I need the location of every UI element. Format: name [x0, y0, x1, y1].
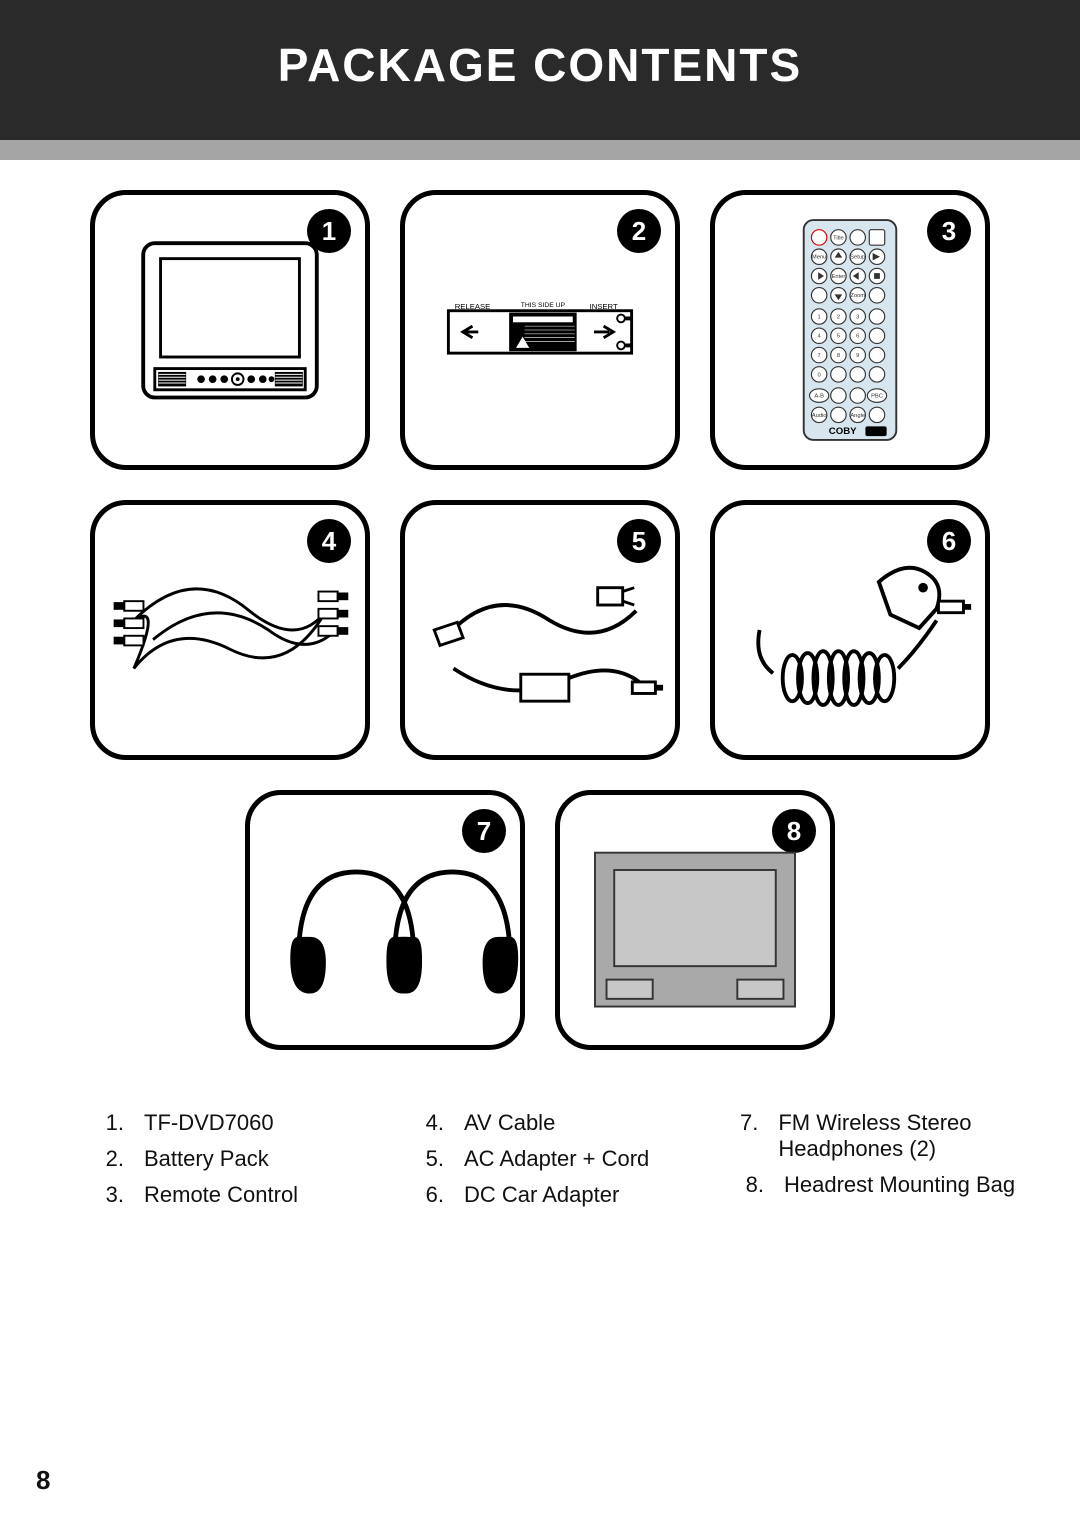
headphones-icon — [250, 795, 520, 1045]
svg-text:0: 0 — [818, 372, 821, 378]
battery-pack-icon: RELEASE INSERT THIS SIDE UP — [405, 195, 675, 465]
list-item: 4.AV Cable — [420, 1110, 700, 1136]
svg-text:Setup: Setup — [850, 255, 865, 261]
list-item: 3.Remote Control — [100, 1182, 380, 1208]
svg-text:6: 6 — [856, 334, 859, 340]
svg-text:INSERT: INSERT — [590, 302, 618, 311]
svg-text:2: 2 — [837, 314, 840, 320]
svg-text:8: 8 — [837, 353, 840, 359]
svg-text:Zoom: Zoom — [850, 293, 865, 299]
card-remote: 3 Title Menu Setup — [710, 190, 990, 470]
card-battery-pack: 2 RELEASE INSERT THIS SIDE UP — [400, 190, 680, 470]
svg-text:Enter: Enter — [832, 274, 846, 280]
card-av-cable: 4 — [90, 500, 370, 760]
svg-text:Angle: Angle — [850, 413, 865, 419]
page: PACKAGE CONTENTS 1 — [0, 0, 1080, 1532]
card-dvd-player: 1 — [90, 190, 370, 470]
dvd-player-icon — [95, 195, 365, 465]
mounting-bag-icon — [560, 795, 830, 1045]
card-grid: 1 — [60, 190, 1020, 1050]
list-item: 7.FM Wireless Stereo Headphones (2) — [740, 1110, 1020, 1162]
svg-text:PBC: PBC — [871, 394, 883, 400]
remote-icon: Title Menu Setup Enter — [715, 195, 985, 465]
svg-text:COBY: COBY — [829, 426, 857, 437]
card-ac-adapter: 5 — [400, 500, 680, 760]
svg-text:Audio: Audio — [812, 413, 827, 419]
svg-text:3: 3 — [856, 314, 859, 320]
card-headphones: 7 — [245, 790, 525, 1050]
ac-adapter-icon — [405, 505, 675, 755]
list-col-2: 4.AV Cable 5.AC Adapter + Cord 6.DC Car … — [420, 1110, 700, 1218]
page-number: 8 — [36, 1465, 50, 1496]
list-item: 5.AC Adapter + Cord — [420, 1146, 700, 1172]
list-item: 8.Headrest Mounting Bag — [740, 1172, 1020, 1198]
list-item: 6.DC Car Adapter — [420, 1182, 700, 1208]
header-bar: PACKAGE CONTENTS — [0, 0, 1080, 140]
list-item: 1.TF-DVD7060 — [100, 1110, 380, 1136]
card-mounting-bag: 8 — [555, 790, 835, 1050]
card-dc-car-adapter: 6 — [710, 500, 990, 760]
svg-text:9: 9 — [856, 353, 859, 359]
svg-text:7: 7 — [818, 353, 821, 359]
svg-text:RELEASE: RELEASE — [455, 302, 491, 311]
list-col-1: 1.TF-DVD7060 2.Battery Pack 3.Remote Con… — [100, 1110, 380, 1218]
list-col-3: 7.FM Wireless Stereo Headphones (2) 8.He… — [740, 1110, 1020, 1218]
contents-list: 1.TF-DVD7060 2.Battery Pack 3.Remote Con… — [60, 1110, 1020, 1218]
dc-car-adapter-icon — [715, 505, 985, 755]
svg-text:5: 5 — [837, 334, 840, 340]
svg-text:1: 1 — [818, 314, 821, 320]
svg-text:THIS SIDE UP: THIS SIDE UP — [521, 302, 566, 309]
content: 1 — [0, 160, 1080, 1218]
svg-text:Title: Title — [833, 235, 844, 241]
page-title: PACKAGE CONTENTS — [0, 0, 1080, 92]
svg-text:Menu: Menu — [812, 255, 826, 261]
av-cable-icon — [95, 505, 365, 755]
header-underline — [0, 140, 1080, 160]
svg-text:A-B: A-B — [814, 394, 824, 400]
list-item: 2.Battery Pack — [100, 1146, 380, 1172]
